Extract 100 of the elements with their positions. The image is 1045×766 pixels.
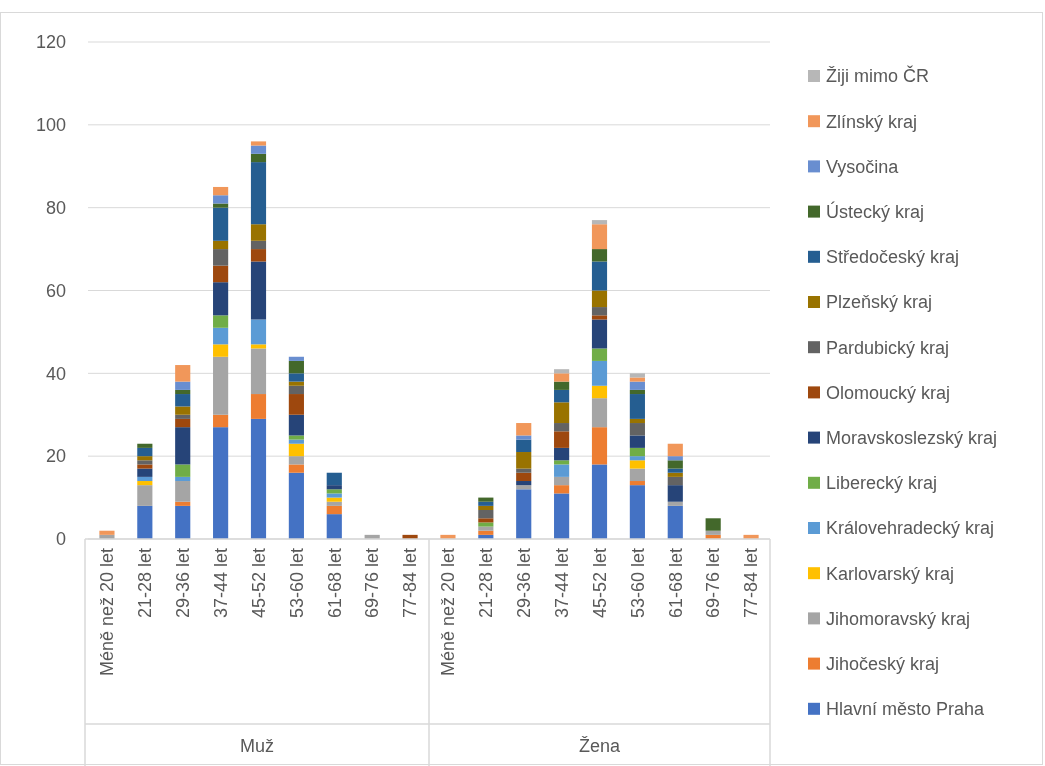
bar	[288, 360, 304, 374]
bar	[554, 369, 570, 374]
bar	[137, 456, 153, 461]
x-tick-label: 21-28 let	[135, 548, 156, 619]
bar	[629, 394, 645, 419]
legend-label: Středočeský kraj	[826, 247, 960, 268]
x-tick-label: 45-52 let	[589, 548, 610, 619]
bar	[288, 394, 304, 415]
bar	[516, 435, 532, 440]
bar	[288, 439, 304, 444]
bar	[288, 464, 304, 473]
bar	[213, 186, 229, 196]
bar	[175, 505, 191, 539]
bar	[516, 423, 532, 436]
y-tick-label: 0	[55, 529, 66, 550]
bar	[629, 381, 645, 390]
x-tick-label: 37-44 let	[210, 548, 231, 619]
bar	[175, 365, 191, 382]
bar	[250, 261, 267, 320]
text: Žena	[578, 736, 621, 757]
bar	[137, 447, 153, 457]
bar	[288, 443, 304, 457]
bar	[250, 319, 267, 345]
bar	[478, 497, 494, 502]
legend-label: Liberecký kraj	[826, 473, 938, 494]
bar	[629, 389, 645, 395]
bar	[629, 373, 645, 378]
bar	[288, 456, 304, 465]
bar	[288, 472, 304, 539]
bar	[137, 460, 153, 465]
x-tick-label: 69-76 let	[362, 548, 383, 619]
bar	[629, 485, 645, 539]
bar	[213, 207, 229, 241]
bar	[516, 439, 532, 453]
bar	[629, 481, 645, 486]
bar	[554, 476, 570, 486]
bar	[288, 435, 304, 440]
bar	[554, 464, 570, 477]
bar	[326, 472, 342, 486]
x-tick-label: 29-36 let	[514, 548, 535, 619]
y-tick-label: 40	[45, 363, 66, 384]
bar	[326, 497, 342, 502]
legend-label: Žiji mimo ČR	[826, 65, 929, 87]
bar	[137, 481, 153, 486]
bar	[629, 418, 645, 424]
y-tick-label: 20	[45, 446, 66, 467]
x-tick-label: 77-84 let	[400, 548, 421, 619]
bar	[554, 402, 570, 424]
bar	[326, 505, 342, 515]
bar	[591, 290, 608, 308]
x-tick-label: Méně než 20 let	[97, 548, 118, 677]
y-tick-label: 80	[45, 197, 66, 218]
x-tick-label: 53-60 let	[627, 548, 648, 619]
bar	[250, 394, 267, 419]
bar	[629, 468, 645, 482]
bar	[591, 319, 608, 349]
bar	[137, 443, 153, 448]
bar	[667, 485, 683, 502]
x-tick-label: 61-68 let	[324, 548, 345, 619]
bar	[591, 427, 608, 465]
bar	[478, 501, 494, 506]
bar	[629, 423, 645, 436]
bar	[591, 307, 608, 316]
legend-label: Plzeňský kraj	[826, 292, 933, 313]
bar	[705, 518, 721, 531]
bar	[213, 356, 229, 415]
bar	[667, 468, 683, 473]
legend-label: Jihomoravský kraj	[826, 608, 971, 629]
x-tick-label: 21-28 let	[476, 548, 497, 619]
bar	[516, 485, 532, 490]
bar	[667, 505, 683, 539]
legend-label: Vysočina	[826, 156, 900, 177]
bar	[175, 501, 191, 506]
bar	[288, 356, 304, 361]
bar	[667, 456, 683, 461]
bar	[667, 472, 683, 477]
bar	[175, 476, 191, 482]
bar	[326, 485, 342, 490]
legend-label: Karlovarský kraj	[826, 563, 955, 584]
bar	[175, 464, 191, 477]
bar	[288, 414, 304, 436]
bar	[175, 389, 191, 395]
bar	[213, 265, 229, 283]
x-tick-label: 69-76 let	[703, 548, 724, 619]
bar	[554, 423, 570, 432]
bar	[516, 452, 532, 469]
legend-label: Královehradecký kraj	[826, 518, 995, 539]
bar	[213, 344, 229, 357]
bar	[250, 145, 267, 154]
bar	[554, 460, 570, 465]
bar	[478, 505, 494, 511]
bar	[516, 489, 532, 539]
bar	[591, 315, 608, 320]
bar	[175, 414, 191, 419]
bar	[175, 418, 191, 428]
bar	[137, 468, 153, 477]
bar	[250, 348, 267, 395]
x-tick-label: 37-44 let	[551, 548, 572, 619]
bar	[326, 514, 342, 539]
bar	[137, 505, 153, 539]
